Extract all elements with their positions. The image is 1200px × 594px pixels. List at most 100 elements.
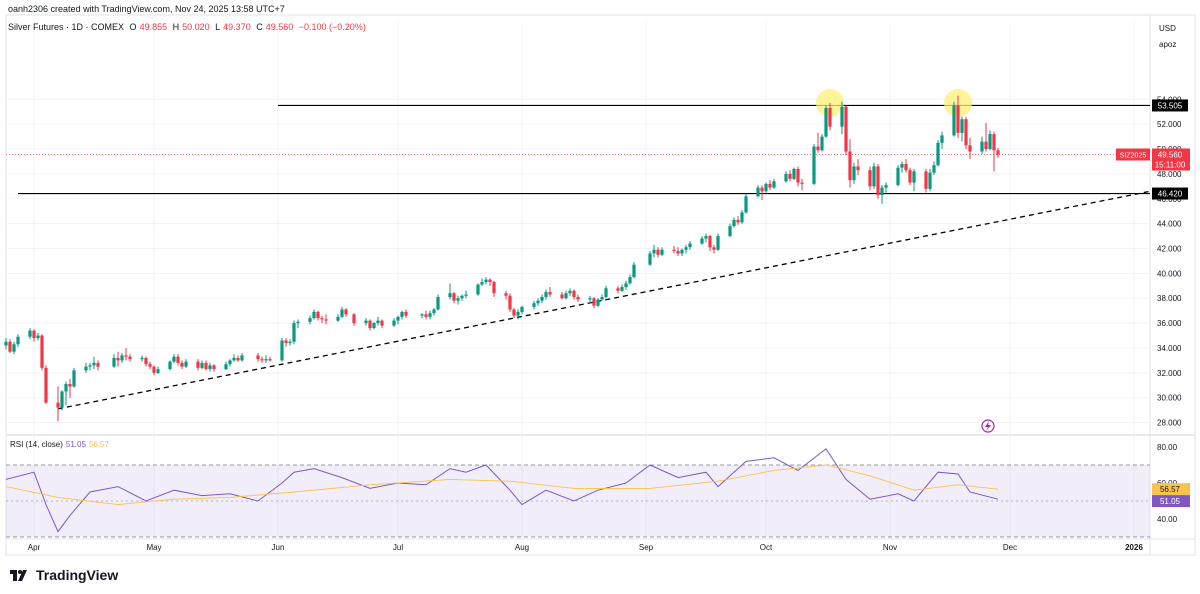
candle-up: [872, 162, 876, 189]
candle-down: [380, 319, 384, 329]
time-tick-label: 2026: [1125, 543, 1143, 552]
candle-down: [236, 355, 240, 362]
candle-up: [264, 355, 268, 363]
candle-down: [656, 247, 660, 258]
close-value: 49.560: [265, 22, 294, 32]
candle-down: [856, 158, 860, 176]
time-tick-label: Jul: [393, 543, 403, 552]
candle-down: [256, 352, 260, 362]
candle-down: [996, 147, 1000, 158]
candle-body: [212, 365, 216, 370]
candle-body: [364, 320, 368, 324]
candle-up: [960, 116, 964, 142]
currency-label[interactable]: USD: [1159, 24, 1176, 33]
candle-body: [952, 105, 956, 136]
candle-body: [904, 163, 908, 171]
candle-body: [428, 313, 432, 317]
last-price-label: 49.560: [1158, 151, 1183, 160]
candle-up: [980, 136, 984, 155]
candle-body: [480, 282, 484, 285]
candle-up: [824, 105, 828, 138]
candle-body: [828, 108, 832, 127]
candle-body: [396, 316, 400, 321]
candle-body: [788, 173, 792, 179]
candle-down: [492, 280, 496, 297]
candle-body: [772, 181, 776, 188]
lightning-icon: [981, 419, 995, 433]
last-price-label-bg: [1152, 148, 1190, 171]
candle-body: [896, 167, 900, 186]
candle-body: [68, 384, 72, 387]
candle-body: [680, 249, 684, 254]
trendline: [57, 190, 1151, 410]
rsi-value: 51.05: [65, 440, 86, 449]
candle-down: [180, 360, 184, 370]
candle-body: [64, 384, 68, 392]
candle-up: [184, 359, 188, 368]
candle-body: [996, 150, 1000, 155]
rsi-value-label-bg: [1152, 495, 1190, 508]
candle-up: [900, 161, 904, 173]
candle-down: [984, 122, 988, 152]
candle-down: [176, 354, 180, 366]
candle-up: [88, 362, 92, 371]
symbol-title[interactable]: Silver Futures · 1D · COMEX: [8, 22, 125, 32]
candle-down: [508, 293, 512, 312]
rsi-tick-label: 80.00: [1157, 443, 1178, 452]
candle-body: [180, 362, 184, 367]
candle-up: [392, 318, 396, 327]
candle-down: [844, 105, 848, 156]
symbol-header: Silver Futures · 1D · COMEX O 49.855 H 50.…: [8, 22, 369, 32]
candle-body: [900, 163, 904, 168]
candle-up: [448, 283, 452, 300]
candle-up: [120, 352, 124, 363]
candle-down: [848, 139, 852, 188]
rsi-ma-value-label: 56.57: [1160, 485, 1181, 494]
candle-body: [764, 183, 768, 192]
candle-body: [676, 250, 680, 254]
candle-up: [568, 288, 572, 296]
candle-body: [504, 293, 508, 296]
candle-body: [568, 290, 572, 294]
candle-body: [572, 290, 576, 297]
candle-down: [796, 166, 800, 187]
candle-up: [680, 248, 684, 256]
candle-body: [476, 284, 480, 295]
candle-up: [588, 295, 592, 304]
candle-up: [112, 354, 116, 368]
candle-body: [732, 219, 736, 227]
candle-down: [504, 290, 508, 300]
candle-body: [884, 185, 888, 188]
symbol-tag-bg: [1116, 148, 1150, 161]
low-value: 49.370: [223, 22, 251, 32]
candle-body: [292, 323, 296, 342]
candle-body: [624, 283, 628, 288]
low-label: L: [215, 22, 221, 32]
candle-body: [792, 168, 796, 179]
candle-body: [700, 238, 704, 244]
candle-body: [312, 311, 316, 319]
candle-body: [460, 295, 464, 299]
candle-body: [716, 236, 720, 250]
candle-body: [812, 146, 816, 184]
candle-body: [112, 357, 116, 367]
candle-up: [700, 236, 704, 245]
candle-up: [532, 300, 536, 310]
candle-body: [760, 187, 764, 192]
candle-up: [544, 289, 548, 300]
candle-body: [16, 336, 20, 345]
candle-up: [600, 294, 604, 301]
candle-up: [420, 313, 424, 319]
candle-up: [240, 352, 244, 362]
tradingview-logo[interactable]: TradingView: [10, 567, 118, 583]
currency-sub-label: apoz: [1159, 40, 1177, 49]
rsi-title[interactable]: RSI (14, close): [10, 440, 63, 449]
candle-body: [324, 319, 328, 321]
candle-up: [208, 362, 212, 372]
candle-up: [484, 277, 488, 285]
candle-down: [68, 379, 72, 398]
candle-body: [744, 196, 748, 213]
candle-body: [672, 249, 676, 251]
price-tick-label: 40.000: [1157, 269, 1182, 278]
